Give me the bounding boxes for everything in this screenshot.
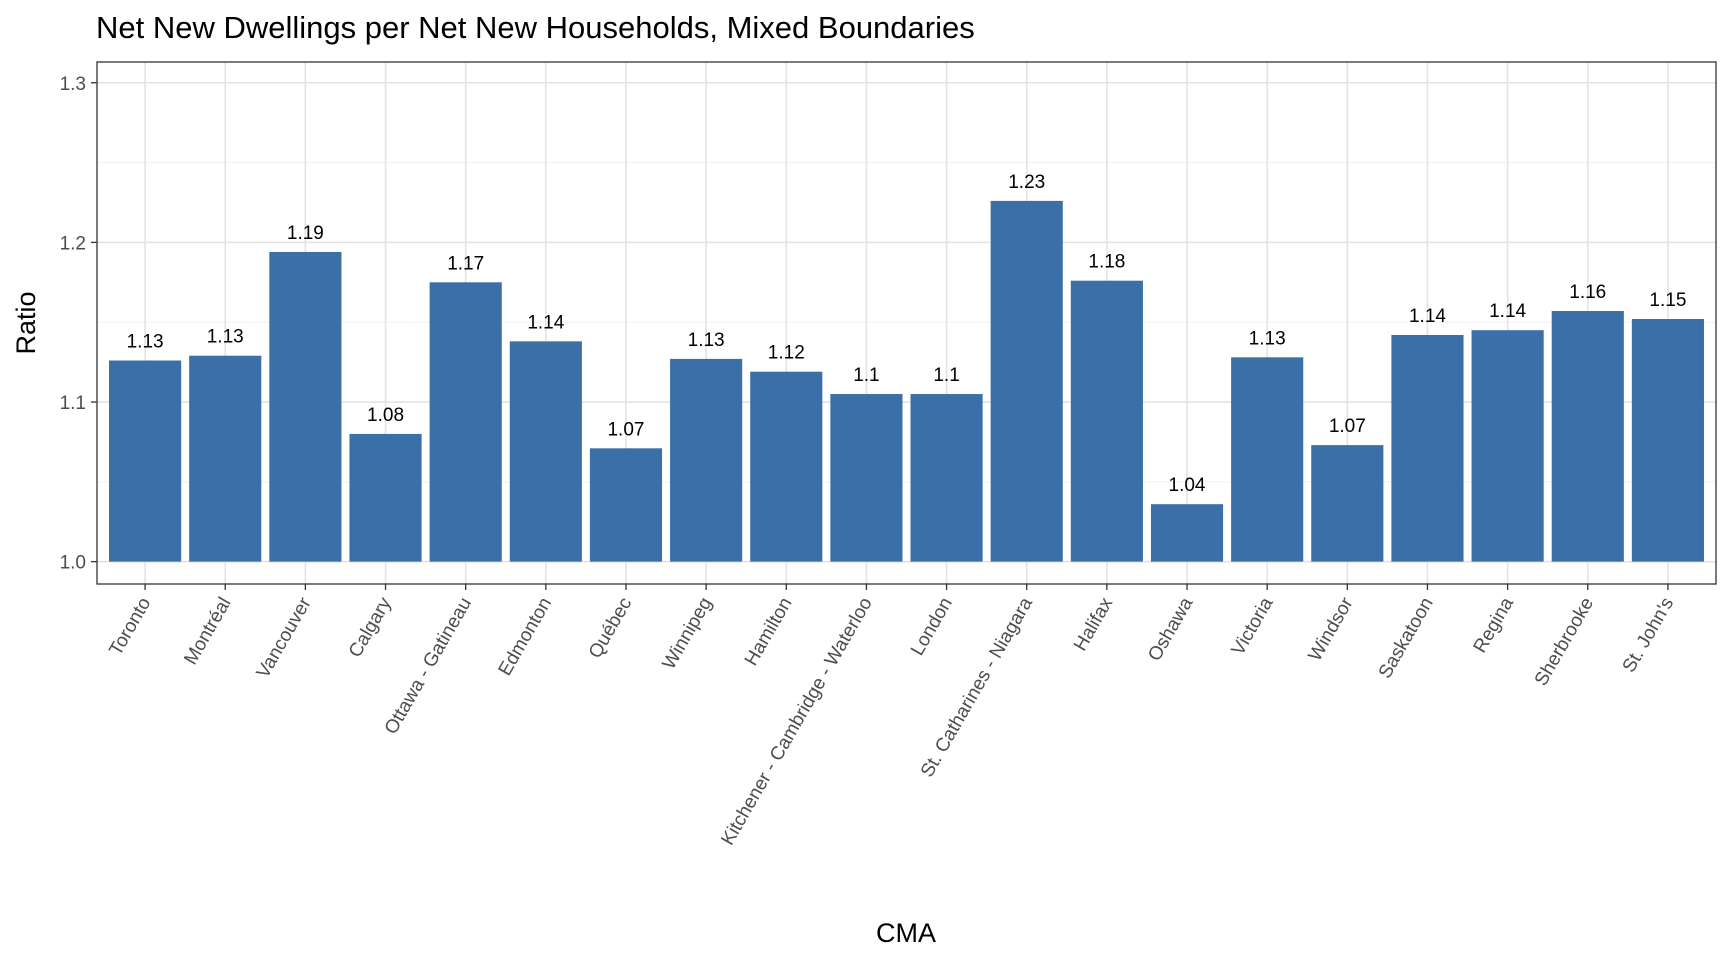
data-label: 1.07 [1329,416,1366,437]
bar [670,358,743,562]
x-tick-label: Saskatoon [1375,594,1438,682]
data-label: 1.13 [688,330,725,351]
data-label: 1.19 [287,223,324,244]
bars [109,200,1704,562]
data-label: 1.13 [207,327,244,348]
data-label: 1.14 [527,312,564,333]
x-tick-label: Hamilton [741,594,797,669]
data-label: 1.08 [367,405,404,426]
x-tick-label: Calgary [345,594,396,662]
x-tick-label: Halifax [1070,594,1117,655]
data-label: 1.18 [1088,252,1125,273]
chart-title: Net New Dwellings per Net New Households… [96,10,975,45]
bar [1551,311,1624,562]
data-label: 1.14 [1489,301,1526,322]
data-label: 1.1 [933,365,959,386]
x-tick-label: Vancouver [253,593,316,682]
y-tick-label: 1.0 [60,553,86,574]
bar [910,394,983,562]
bar [349,433,422,562]
x-tick-label: Edmonton [495,594,556,680]
bar [1631,319,1704,562]
x-tick-label: Victoria [1228,594,1278,659]
data-label: 1.17 [447,253,484,274]
data-label: 1.04 [1169,475,1206,496]
plot-border [96,61,1717,585]
x-tick-label: Winnipeg [659,594,717,673]
x-tick-label: Montréal [180,594,235,669]
y-tick-label: 1.2 [60,233,86,254]
data-labels: 1.13 1.13 1.19 1.08 1.17 1.14 1.07 1.13 1.12 1.1 1… [127,172,1687,496]
bar [189,355,262,562]
x-tick-label: Sherbrooke [1531,594,1598,690]
y-tick-label: 1.1 [60,393,86,414]
y-axis: 1.0 1.1 1.2 1.3 [60,74,97,574]
data-label: 1.1 [853,365,879,386]
bar [1391,334,1464,562]
data-label: 1.14 [1409,306,1446,327]
data-label: 1.13 [1249,328,1286,349]
bar [1311,445,1384,562]
bar [830,394,903,562]
data-label: 1.16 [1569,282,1606,303]
bar [1471,330,1544,562]
x-tick-label: Kitchener - Cambridge - Waterloo [717,594,876,849]
x-tick-label: St. John's [1619,594,1679,676]
bar [269,251,342,562]
bar [509,341,582,562]
x-tick-label: Toronto [106,594,156,659]
y-tick-label: 1.3 [60,74,86,95]
x-tick-label: Windsor [1305,593,1358,664]
bar [1150,504,1224,562]
x-tick-label: Ottawa - Gatineau [381,594,476,738]
bar [429,282,502,562]
bar [750,371,823,562]
x-tick-label: Québec [585,594,636,662]
bar [109,360,182,562]
data-label: 1.07 [607,419,644,440]
bar [1070,280,1143,562]
x-tick-label: London [907,594,957,659]
bar [589,448,663,562]
x-tick-label: Regina [1470,594,1519,657]
bar [990,200,1063,562]
x-tick-label: Oshawa [1144,594,1197,665]
data-label: 1.12 [768,343,805,364]
data-label: 1.15 [1649,290,1686,311]
bar [1231,357,1304,562]
x-axis-title: CMA [876,918,936,948]
data-label: 1.23 [1008,172,1045,193]
data-label: 1.13 [127,332,164,353]
y-axis-title: Ratio [11,291,41,354]
